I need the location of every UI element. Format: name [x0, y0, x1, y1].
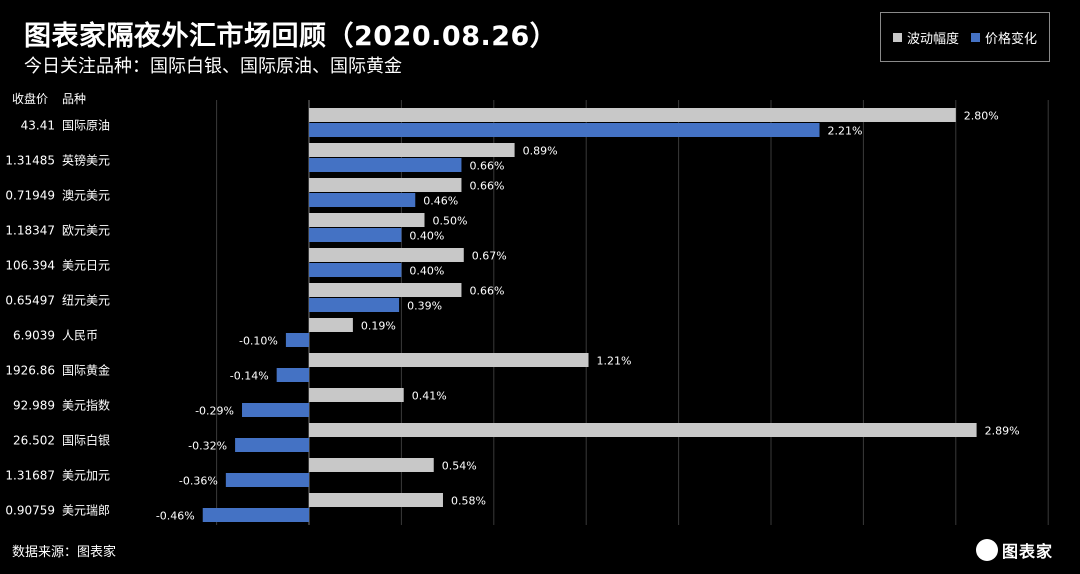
- category-label: 国际白银: [62, 433, 110, 448]
- closing-price-label: 26.502: [13, 434, 55, 448]
- data-label: -0.46%: [156, 510, 195, 523]
- closing-price-label: 0.90759: [5, 504, 55, 518]
- change-bar: [309, 263, 402, 277]
- change-bar: [309, 298, 400, 312]
- range-bar: [309, 178, 462, 192]
- range-bar: [309, 143, 515, 157]
- data-label: 0.19%: [361, 320, 396, 333]
- category-label: 国际原油: [62, 119, 110, 133]
- closing-price-label: 92.989: [13, 399, 55, 413]
- data-label: 0.66%: [469, 180, 504, 193]
- closing-price-label: 1.31687: [5, 469, 55, 483]
- range-bar: [309, 248, 464, 262]
- change-bar: [309, 193, 416, 207]
- legend-label-range: 波动幅度: [906, 31, 959, 47]
- range-bar: [309, 213, 425, 227]
- data-label: 2.80%: [964, 110, 999, 123]
- price-column-header: 收盘价: [12, 92, 49, 106]
- brand-logo: 图表家: [976, 538, 1053, 562]
- data-label: 0.46%: [423, 195, 458, 208]
- legend: 波动幅度 价格变化: [880, 12, 1050, 62]
- legend-swatch-change: [971, 32, 980, 42]
- range-bar: [309, 283, 462, 297]
- category-label: 美元瑞郎: [62, 504, 110, 518]
- item-column-header: 品种: [62, 92, 87, 106]
- data-label: 0.58%: [451, 495, 486, 508]
- data-label: 0.54%: [442, 460, 477, 473]
- category-label: 美元日元: [62, 259, 110, 273]
- data-label: 0.67%: [472, 250, 507, 263]
- change-bar: [309, 228, 402, 242]
- category-label: 国际黄金: [62, 363, 110, 378]
- chart-subtitle: 今日关注品种：国际白银、国际原油、国际黄金: [24, 56, 402, 77]
- data-label: 0.66%: [469, 160, 504, 173]
- change-bar: [235, 438, 309, 452]
- category-label: 纽元美元: [62, 294, 110, 308]
- data-label: 0.66%: [469, 285, 504, 298]
- change-bar: [225, 473, 309, 487]
- data-label: 0.50%: [433, 215, 468, 228]
- change-bar: [276, 368, 309, 382]
- category-label: 美元加元: [62, 469, 110, 483]
- data-label: 0.40%: [409, 230, 444, 243]
- change-bar: [309, 158, 462, 172]
- closing-price-label: 1.18347: [5, 224, 55, 238]
- closing-price-label: 0.65497: [5, 294, 55, 308]
- legend-item-range: 波动幅度: [892, 28, 959, 47]
- legend-label-change: 价格变化: [985, 31, 1038, 47]
- data-label: 0.41%: [412, 390, 447, 403]
- data-label: -0.32%: [188, 440, 227, 453]
- range-bar: [309, 458, 434, 472]
- closing-price-label: 43.41: [21, 119, 55, 133]
- legend-swatch-range: [892, 32, 902, 42]
- legend-item-change: 价格变化: [971, 28, 1037, 47]
- data-label: -0.36%: [179, 475, 218, 488]
- data-label: 0.40%: [409, 265, 444, 278]
- range-bar: [309, 318, 353, 332]
- closing-price-label: 1.31485: [5, 154, 55, 168]
- closing-price-label: 0.71949: [5, 189, 55, 203]
- data-label: -0.10%: [239, 335, 278, 348]
- range-bar: [309, 108, 956, 122]
- range-bar: [309, 423, 977, 437]
- category-label: 人民币: [62, 329, 98, 343]
- data-label: 0.89%: [523, 145, 558, 158]
- range-bar: [309, 493, 443, 507]
- change-bar: [202, 508, 309, 522]
- change-bar: [285, 333, 309, 347]
- change-bar: [309, 123, 820, 137]
- source-note: 数据来源：图表家: [12, 545, 117, 560]
- category-label: 欧元美元: [62, 224, 110, 238]
- category-label: 澳元美元: [62, 189, 110, 203]
- data-label: 1.21%: [597, 355, 632, 368]
- brand-head-icon: [976, 539, 998, 561]
- category-label: 英镑美元: [62, 153, 110, 168]
- chart-title: 图表家隔夜外汇市场回顾（2020.08.26）: [24, 21, 558, 52]
- range-bar: [309, 353, 589, 367]
- closing-price-label: 6.9039: [13, 329, 55, 343]
- closing-price-label: 106.394: [5, 259, 55, 273]
- data-label: 2.89%: [985, 425, 1020, 438]
- change-bar: [242, 403, 309, 417]
- closing-price-label: 1926.86: [5, 364, 55, 378]
- data-label: 0.39%: [407, 300, 442, 313]
- data-label: -0.29%: [195, 405, 234, 418]
- range-bar: [309, 388, 404, 402]
- data-label: 2.21%: [828, 125, 863, 138]
- category-label: 美元指数: [62, 398, 110, 413]
- data-label: -0.14%: [230, 370, 269, 383]
- brand-name: 图表家: [1002, 542, 1054, 561]
